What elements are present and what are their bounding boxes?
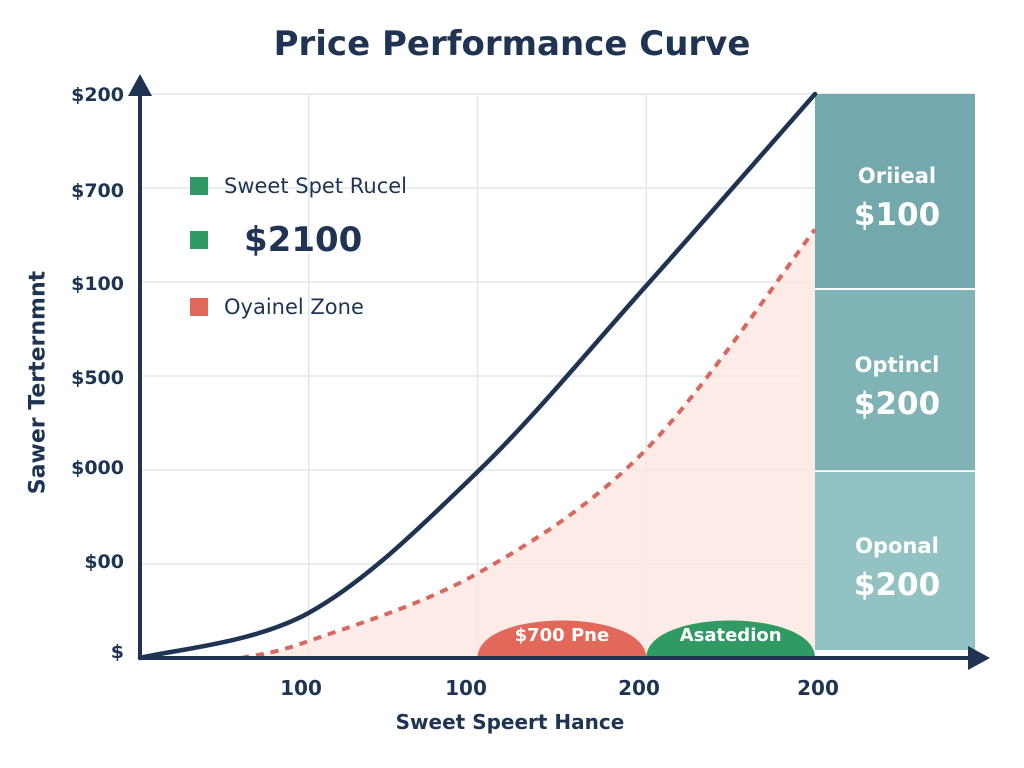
price-panels: Oriieal $100 Optincl $200 Oponal $200 (815, 94, 975, 650)
x-tick-label: 200 (618, 676, 660, 700)
y-tick-label: $500 (71, 367, 124, 389)
legend-swatch-green (190, 231, 208, 249)
legend-label: Sweet Spet Rucel (224, 174, 408, 198)
chart-title: Price Performance Curve (273, 24, 751, 64)
x-axis-arrow-icon (968, 646, 990, 670)
y-tick-label: $100 (71, 273, 124, 295)
pill-label: $700 Pne (515, 625, 610, 646)
x-tick-label: 200 (797, 676, 839, 700)
panel-value: $100 (854, 197, 940, 233)
y-tick-label: $ (110, 641, 124, 663)
y-tick-label: $700 (71, 180, 124, 202)
axes (128, 74, 990, 670)
legend-item-price: $2100 (190, 220, 362, 260)
y-tick-label: $000 (71, 457, 124, 479)
panel-value: $200 (854, 567, 940, 603)
y-tick-label: $00 (84, 551, 124, 573)
y-tick-label: $200 (71, 84, 124, 106)
y-axis-arrow-icon (128, 74, 152, 96)
price-panel (815, 472, 975, 650)
panel-value: $200 (854, 386, 940, 422)
legend-label: Oyainel Zone (224, 295, 364, 319)
optimal-zone-fill (241, 229, 815, 659)
x-axis-label: Sweet Speert Hance (395, 710, 625, 734)
zone-pill (477, 620, 647, 658)
pill-label: Asatedion (680, 625, 782, 646)
zone-pill (646, 620, 815, 658)
price-panel (815, 290, 975, 470)
x-tick-label: 100 (280, 676, 322, 700)
price-panel (815, 94, 975, 288)
panel-label: Oriieal (858, 164, 936, 188)
legend-item-optimal-zone: Oyainel Zone (190, 295, 364, 319)
bottom-pills: $700 Pne Asatedion (477, 620, 815, 658)
main-series-line (137, 91, 818, 661)
legend-swatch-green (190, 177, 208, 195)
legend-swatch-red (190, 298, 208, 316)
legend-price-value: $2100 (244, 220, 363, 260)
x-tick-label: 100 (445, 676, 487, 700)
panel-label: Oponal (855, 534, 939, 558)
legend-item-sweet-spot: Sweet Spet Rucel (190, 174, 407, 198)
panel-label: Optincl (855, 353, 940, 377)
